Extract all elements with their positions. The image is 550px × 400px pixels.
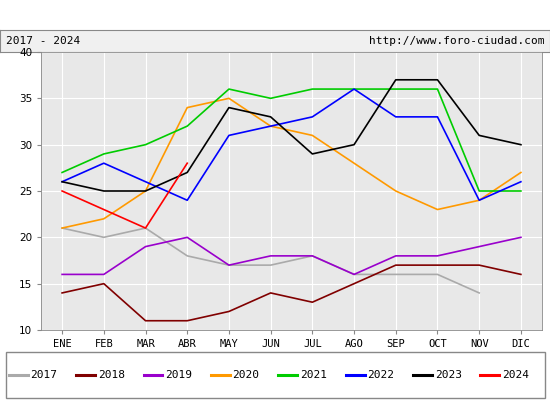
Text: 2021: 2021 [300,370,327,380]
Text: 2017 - 2024: 2017 - 2024 [6,36,80,46]
Text: 2023: 2023 [434,370,461,380]
Text: 2020: 2020 [233,370,260,380]
Text: http://www.foro-ciudad.com: http://www.foro-ciudad.com [369,36,544,46]
Text: Evolucion del paro registrado en Confrides: Evolucion del paro registrado en Confrid… [84,8,466,22]
Text: 2024: 2024 [502,370,529,380]
Text: 2018: 2018 [98,370,125,380]
Text: 2022: 2022 [367,370,394,380]
FancyBboxPatch shape [6,352,544,398]
Text: 2019: 2019 [165,370,192,380]
Text: 2017: 2017 [30,370,57,380]
